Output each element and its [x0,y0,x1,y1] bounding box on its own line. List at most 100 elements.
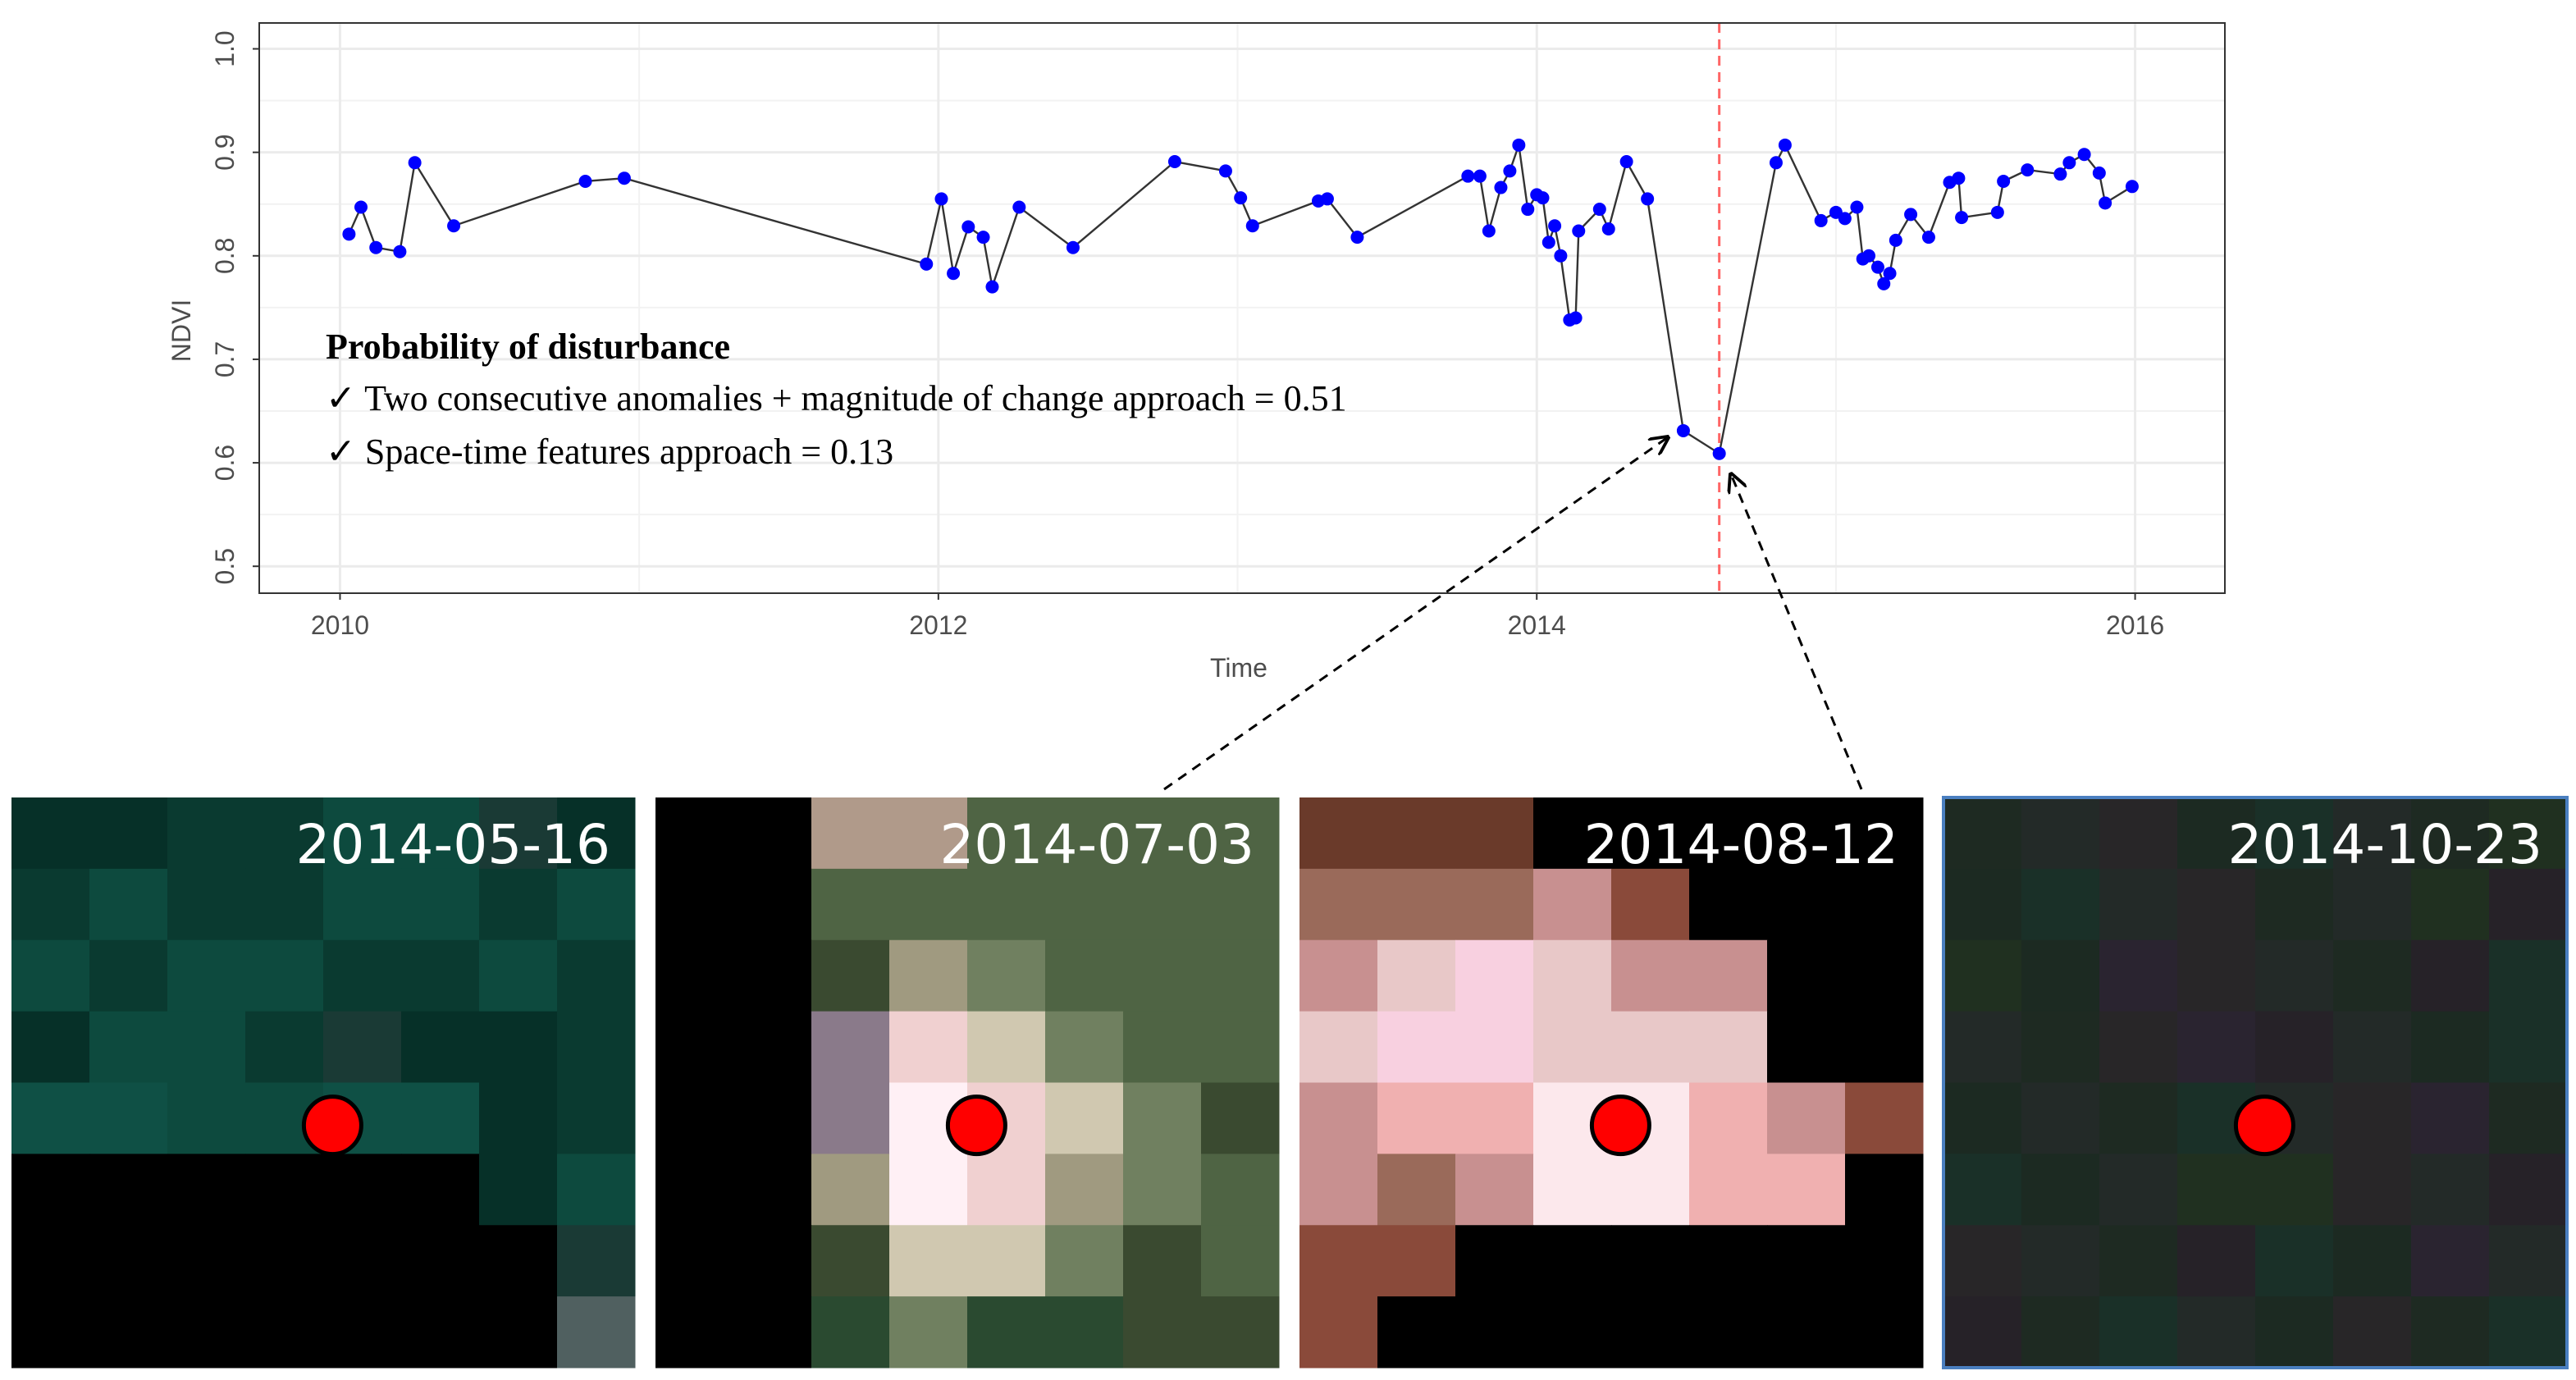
panel-date: 2014-05-16 [295,813,610,876]
panel-date: 2014-08-12 [1583,813,1898,876]
pixel [2411,1154,2490,1226]
pixel [1689,868,1768,941]
pixel [2255,868,2334,941]
plot-border [258,22,2226,594]
data-point [1862,249,1876,263]
pixel [2411,797,2490,870]
data-point [1569,311,1583,325]
data-point [1536,191,1550,205]
pixel [1045,939,1124,1012]
data-point [1641,192,1655,206]
pixel [889,1296,968,1369]
x-tick-label: 2012 [909,610,967,640]
data-point [1838,212,1852,226]
pixel [479,939,558,1012]
data-point [2062,156,2076,170]
pixel [811,797,890,870]
pixel [2411,939,2490,1012]
pixel [889,1011,968,1083]
pixel [1377,1154,1456,1226]
pixel [1611,1011,1690,1083]
pixel [167,1082,246,1154]
data-point [369,240,383,254]
y-tick-label: 0.5 [210,548,240,584]
pixel [889,868,968,941]
pixel [89,1082,168,1154]
panel-date: 2014-10-23 [2227,813,2542,876]
pixel [2489,1296,2568,1369]
pixel [89,1154,168,1226]
pixel [889,939,968,1012]
pixel [733,1154,812,1226]
pixel [1767,1154,1846,1226]
pixel [1943,1225,2022,1297]
pixel [89,1011,168,1083]
pixel [2177,1154,2256,1226]
pixel [401,1296,480,1369]
y-tick-label: 0.8 [210,238,240,274]
pixel [479,797,558,870]
pixel [2333,868,2412,941]
pixel [1299,1225,1378,1297]
data-point [1601,222,1615,236]
pixel [401,1225,480,1297]
x-tick-label: 2010 [311,610,369,640]
pixel [1533,939,1612,1012]
data-point [1850,200,1864,214]
location-marker [945,1094,1007,1157]
y-axis-label: NDVI [167,299,196,362]
pixel [1533,1011,1612,1083]
pixel [967,797,1046,870]
location-marker [301,1094,363,1157]
data-point [1883,267,1897,281]
pixel [2255,1225,2334,1297]
pixel [1377,1011,1456,1083]
pixel [1123,939,1202,1012]
image-panel: 2014-07-03 [655,797,1280,1369]
pixel [1611,1154,1690,1226]
pixel [2489,939,2568,1012]
pixel [557,1154,636,1226]
pixel [1201,1296,1280,1369]
pixel [1845,1225,1924,1297]
pixel [1455,797,1534,870]
pixel [245,1296,324,1369]
pixel [2411,1225,2490,1297]
pixel [11,1225,90,1297]
pixel [1045,868,1124,941]
pixel [167,1225,246,1297]
pixel [1533,797,1612,870]
pixel [11,868,90,941]
pixel [811,939,890,1012]
pixel [1767,797,1846,870]
pixel [1045,1154,1124,1226]
pixel [2021,939,2100,1012]
panel-date: 2014-07-03 [939,813,1254,876]
pixel [967,939,1046,1012]
data-point [1619,155,1633,169]
pixel [557,797,636,870]
pixel [1943,1082,2022,1154]
pixel [401,939,480,1012]
data-point [1512,138,1526,152]
data-point [2021,163,2035,177]
data-point [961,220,975,234]
pixel [1201,939,1280,1012]
annotation-title: Probability of disturbance [326,327,730,367]
pixel [1845,1154,1924,1226]
data-point [1461,169,1475,183]
pixel [2333,797,2412,870]
pixel [1533,1296,1612,1369]
pixel [1533,1225,1612,1297]
data-point [447,219,461,233]
data-point [342,227,356,241]
pixel [2411,1296,2490,1369]
data-point [1066,240,1080,254]
data-point [1592,203,1606,217]
pixel [11,939,90,1012]
pixel [1767,1296,1846,1369]
data-line [348,143,2133,455]
data-point [934,192,948,206]
data-point [393,244,407,258]
pixel [2099,1011,2178,1083]
